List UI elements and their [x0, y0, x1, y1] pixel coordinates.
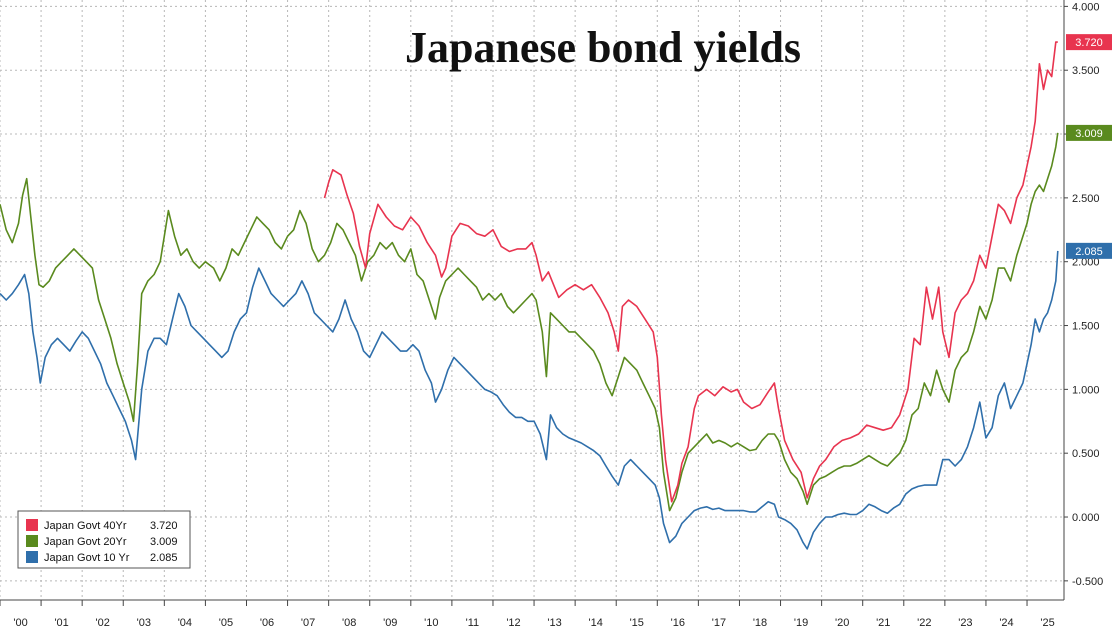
last-value-label-2: 2.085 [1075, 246, 1103, 258]
last-value-tag-1 [1066, 124, 1112, 141]
x-tick-label: '05 [219, 617, 233, 629]
y-tick-label: 4.000 [1072, 1, 1100, 13]
legend-series-value-1: 3.009 [150, 536, 178, 548]
legend-series-name-0: Japan Govt 40Yr [44, 520, 127, 532]
chart-title: Japanese bond yields [405, 23, 801, 72]
legend-series-value-0: 3.720 [150, 520, 178, 532]
y-tick-label: 3.500 [1072, 65, 1100, 77]
legend-swatch-2 [26, 551, 38, 563]
x-tick-label: '14 [589, 617, 603, 629]
x-tick-label: '00 [13, 617, 27, 629]
x-tick-label: '12 [506, 617, 520, 629]
series-line-0 [323, 41, 1058, 503]
x-tick-label: '13 [547, 617, 561, 629]
last-value-label-1: 3.009 [1075, 128, 1103, 140]
x-tick-label: '19 [794, 617, 808, 629]
x-axis-ticks: '00 '01 '02 '03 '04 '05 '06 '07 '08 '09 '10 '11 '12 '… [0, 600, 1055, 629]
legend: Japan Govt 40Yr 3.720 Japan Govt 20Yr 3.009… [17, 510, 191, 569]
y-tick-label: 1.500 [1072, 321, 1100, 333]
y-tick-label: 0.500 [1072, 448, 1100, 460]
x-tick-label: '03 [137, 617, 151, 629]
series-line-2 [0, 250, 1059, 550]
y-tick-label: 2.000 [1072, 257, 1100, 269]
y-tick-label: 0.000 [1072, 512, 1100, 524]
x-tick-label: '25 [1040, 617, 1054, 629]
grid-lines [0, 0, 1064, 600]
series-lines [0, 41, 1059, 550]
x-tick-label: '17 [712, 617, 726, 629]
legend-swatch-0 [26, 519, 38, 531]
x-tick-label: '24 [999, 617, 1013, 629]
x-tick-label: '15 [630, 617, 644, 629]
x-tick-label: '21 [876, 617, 890, 629]
x-tick-label: '22 [917, 617, 931, 629]
x-tick-label: '01 [54, 617, 68, 629]
legend-series-value-2: 2.085 [150, 552, 178, 564]
x-tick-label: '23 [958, 617, 972, 629]
x-tick-label: '10 [424, 617, 438, 629]
x-tick-label: '08 [342, 617, 356, 629]
x-tick-label: '18 [753, 617, 767, 629]
x-tick-label: '16 [671, 617, 685, 629]
legend-series-name-1: Japan Govt 20Yr [44, 536, 127, 548]
y-tick-label: 2.500 [1072, 193, 1100, 205]
x-tick-label: '11 [466, 617, 480, 629]
legend-swatch-1 [26, 535, 38, 547]
last-value-tag-2 [1066, 242, 1112, 259]
series-line-1 [0, 132, 1059, 512]
x-tick-label: '02 [96, 617, 110, 629]
x-tick-label: '09 [383, 617, 397, 629]
y-tick-label: -0.500 [1072, 576, 1103, 588]
x-tick-label: '20 [835, 617, 849, 629]
last-value-label-0: 3.720 [1075, 37, 1103, 49]
legend-series-name-2: Japan Govt 10 Yr [44, 552, 130, 564]
legend-box [17, 510, 191, 569]
last-value-tag-0 [1066, 34, 1112, 51]
x-tick-label: '07 [301, 617, 315, 629]
x-tick-label: '04 [178, 617, 192, 629]
y-tick-label: 1.000 [1072, 384, 1100, 396]
x-tick-label: '06 [260, 617, 274, 629]
last-value-tags: 3.720 3.009 2.085 [1066, 34, 1112, 259]
